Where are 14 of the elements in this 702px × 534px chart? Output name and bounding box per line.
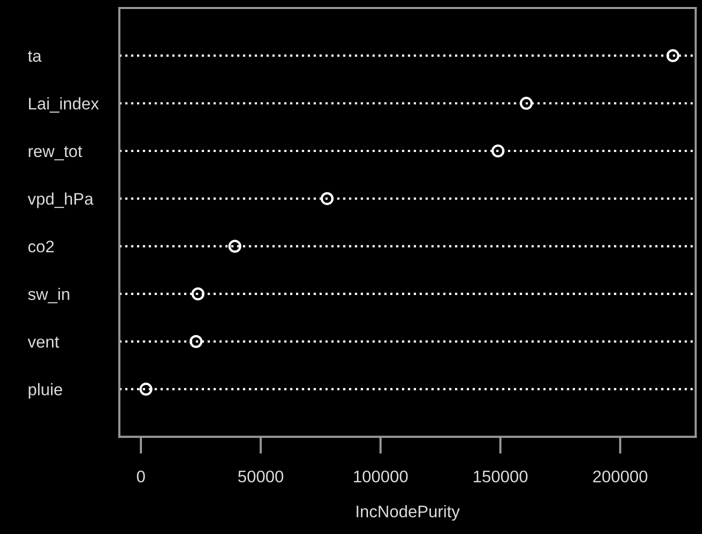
y-tick-label: ta	[28, 50, 42, 62]
x-tick-label: 100000	[354, 470, 408, 482]
x-tick-label: 150000	[474, 470, 528, 482]
y-tick-label: vent	[28, 336, 60, 348]
y-tick-label: pluie	[28, 383, 62, 399]
x-axis-title: IncNodePurity	[356, 505, 460, 521]
x-tick-label: 50000	[238, 470, 284, 482]
y-tick-label: sw_in	[28, 288, 70, 304]
x-tick-label: 0	[136, 470, 145, 482]
y-tick-label: vpd_hPa	[28, 192, 94, 208]
y-tick-label: Lai_index	[29, 97, 99, 113]
x-tick-label: 200000	[593, 470, 648, 482]
y-tick-label: co2	[28, 240, 54, 252]
y-tick-label: rew_tot	[28, 146, 82, 160]
